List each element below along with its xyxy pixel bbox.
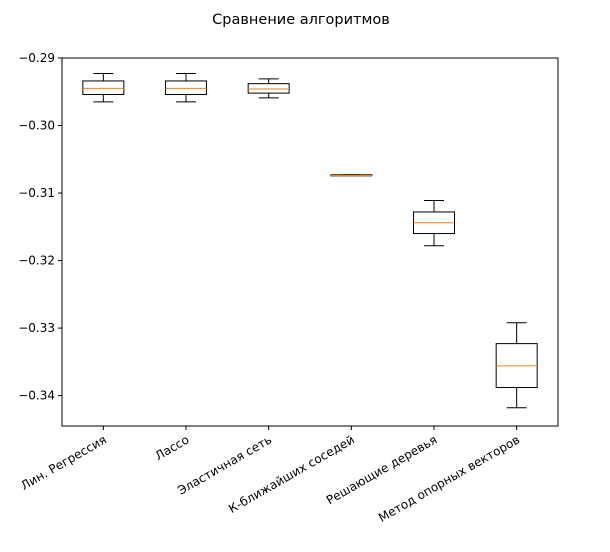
box <box>165 80 207 95</box>
plot-frame <box>61 57 559 427</box>
y-tick-label: −0.33 <box>18 321 55 335</box>
y-tick-label: −0.31 <box>18 186 55 200</box>
y-tick-label: −0.30 <box>18 119 55 133</box>
chart-title: Сравнение алгоритмов <box>212 12 390 28</box>
box <box>82 80 125 95</box>
box <box>247 83 290 94</box>
y-tick-label: −0.29 <box>18 51 55 65</box>
y-tick-label: −0.32 <box>18 254 55 268</box>
y-tick-label: −0.34 <box>18 389 55 403</box>
